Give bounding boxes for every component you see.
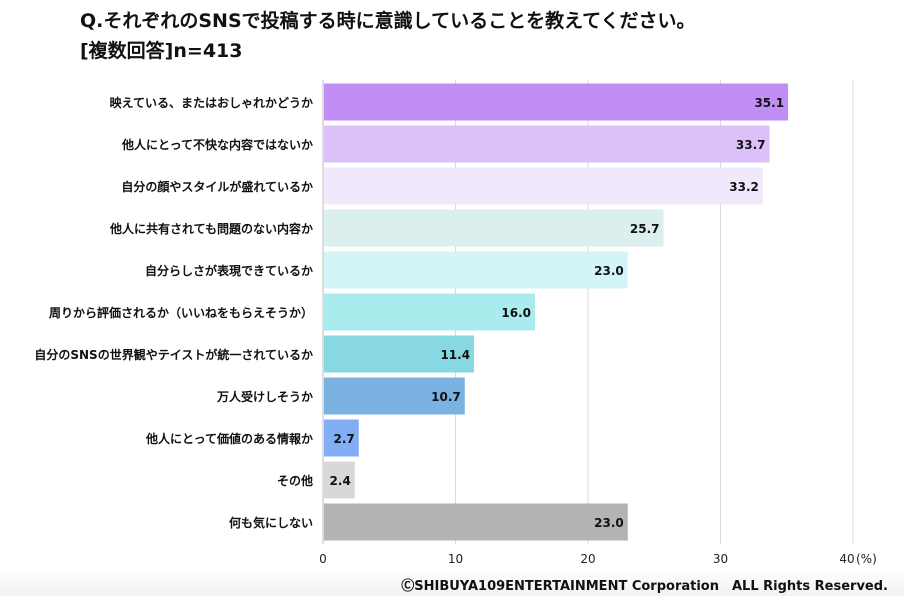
category-label: 映えている、またはおしゃれかどうか — [110, 95, 313, 110]
category-label: その他 — [277, 473, 313, 488]
category-label: 他人にとって価値のある情報か — [145, 431, 313, 446]
bar — [324, 419, 359, 457]
x-tick-label: 10 — [448, 552, 463, 566]
category-label: 何も気にしない — [229, 515, 313, 530]
bar — [324, 335, 475, 373]
category-label: 自分の顔やスタイルが盛れているか — [121, 179, 313, 194]
category-label: 自分らしさが表現できているか — [145, 263, 313, 278]
x-tick-label: 30 — [713, 552, 728, 566]
data-label: 33.2 — [729, 180, 759, 194]
bar — [324, 377, 465, 415]
data-label: 23.0 — [594, 264, 624, 278]
data-label: 35.1 — [754, 96, 784, 110]
category-label: 他人に共有されても問題のない内容か — [109, 221, 313, 236]
bar — [324, 83, 789, 121]
category-label: 他人にとって不快な内容ではないか — [121, 137, 313, 152]
bar — [324, 461, 355, 499]
bar — [324, 167, 763, 205]
bar — [324, 293, 535, 331]
data-label: 2.4 — [330, 474, 351, 488]
chart-title-question: Q.それぞれのSNSで投稿する時に意識していることを教えてください。 — [80, 10, 696, 32]
x-axis: 0 10 20 30 40 (%) — [319, 80, 877, 566]
data-label: 2.7 — [334, 432, 355, 446]
data-label: 25.7 — [630, 222, 660, 236]
x-tick-label: 40 — [839, 552, 854, 566]
x-tick-label: 20 — [580, 552, 595, 566]
copyright-text: ⒸSHIBUYA109ENTERTAINMENT Corporation ALL… — [401, 579, 888, 594]
data-label: 33.7 — [736, 138, 766, 152]
chart-title-subtitle: [複数回答]n=413 — [80, 40, 243, 62]
category-label: 周りから評価されるか（いいねをもらえそうか） — [49, 305, 313, 320]
category-label: 万人受けしそうか — [216, 389, 313, 404]
x-unit-label: (%) — [856, 552, 877, 566]
chart-title: Q.それぞれのSNSで投稿する時に意識していることを教えてください。 [複数回答… — [80, 6, 696, 66]
data-label: 10.7 — [431, 390, 461, 404]
category-labels: 映えている、またはおしゃれかどうか他人にとって不快な内容ではないか自分の顔やスタ… — [34, 95, 313, 530]
bar — [324, 209, 664, 247]
bar — [324, 251, 628, 289]
category-label: 自分のSNSの世界観やテイストが統一されているか — [34, 347, 313, 362]
bars: 35.1 33.7 33.2 25.7 23.0 16.0 11.4 10.7 2.7 2.4 23… — [324, 83, 789, 541]
footer-bar — [0, 566, 904, 596]
data-label: 11.4 — [440, 348, 470, 362]
bar — [324, 503, 628, 541]
x-tick-label: 0 — [319, 552, 327, 566]
bar-chart: 35.1 33.7 33.2 25.7 23.0 16.0 11.4 10.7 2.7 2.4 23… — [34, 80, 877, 566]
bar — [324, 125, 770, 163]
data-label: 23.0 — [594, 516, 624, 530]
data-label: 16.0 — [501, 306, 531, 320]
